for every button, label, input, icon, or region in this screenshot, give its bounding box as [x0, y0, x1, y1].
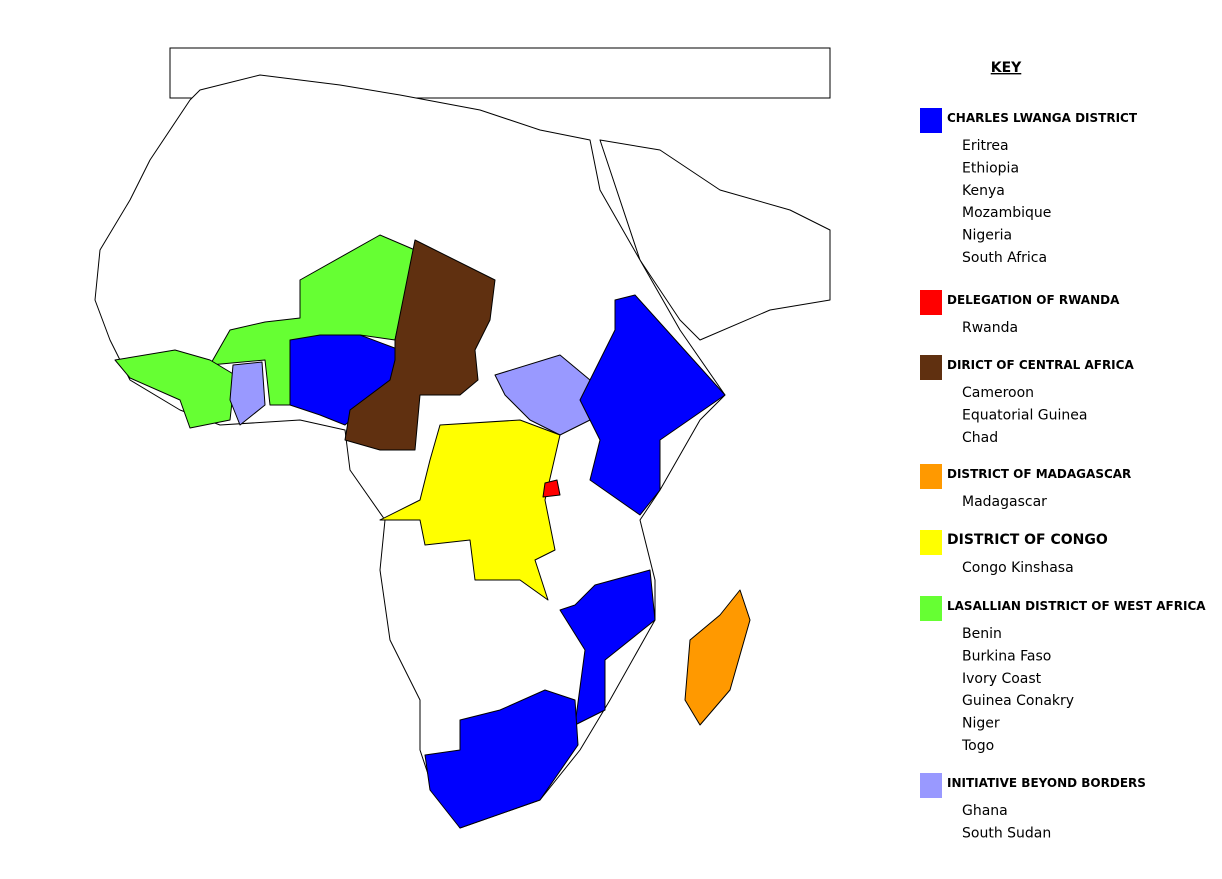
- legend-country: Mozambique: [962, 205, 1051, 221]
- legend-country: Ethiopia: [962, 160, 1019, 176]
- legend-swatch: [920, 108, 942, 133]
- legend-swatch: [920, 290, 942, 315]
- west-africa-south: [114, 349, 236, 429]
- legend-swatch: [920, 355, 942, 380]
- arabia: [599, 139, 831, 341]
- legend-country: Ghana: [962, 803, 1008, 819]
- legend-country: Guinea Conakry: [962, 693, 1074, 709]
- legend-country: Rwanda: [962, 320, 1018, 336]
- legend-country: Chad: [962, 430, 998, 446]
- legend-country: South Africa: [962, 250, 1047, 266]
- rwanda: [542, 479, 561, 498]
- legend-group-name: DISTRICT OF CONGO: [947, 532, 1108, 548]
- legend-country: Congo Kinshasa: [962, 560, 1074, 576]
- mozambique: [559, 569, 656, 726]
- legend-swatch: [920, 530, 942, 555]
- legend-swatch: [920, 464, 942, 489]
- south-africa: [424, 689, 579, 829]
- legend-country: Equatorial Guinea: [962, 407, 1087, 423]
- legend-country: Burkina Faso: [962, 648, 1051, 664]
- legend-country: Madagascar: [962, 494, 1047, 510]
- legend-group-name: INITIATIVE BEYOND BORDERS: [947, 776, 1146, 790]
- legend-group-name: LASALLIAN DISTRICT OF WEST AFRICA: [947, 599, 1206, 613]
- legend-group-name: CHARLES LWANGA DISTRICT: [947, 111, 1138, 125]
- legend-country: Ivory Coast: [962, 671, 1042, 687]
- congo: [379, 419, 561, 601]
- legend-country: South Sudan: [962, 825, 1051, 841]
- legend-country: Nigeria: [962, 228, 1012, 244]
- legend-swatch: [920, 596, 942, 621]
- legend-country: Benin: [962, 626, 1002, 642]
- horn-of-africa: [579, 294, 726, 516]
- legend-country: Eritrea: [962, 138, 1009, 154]
- chad-cameroon: [344, 239, 496, 451]
- legend-country: Kenya: [962, 183, 1005, 199]
- south-sudan: [494, 354, 591, 436]
- key-title: KEY: [991, 60, 1022, 76]
- legend-country: Cameroon: [962, 385, 1034, 401]
- legend-country: Niger: [962, 716, 1000, 732]
- legend-group-name: DELEGATION OF RWANDA: [947, 293, 1120, 307]
- legend-group-name: DIRICT OF CENTRAL AFRICA: [947, 358, 1134, 372]
- legend-country: Togo: [961, 738, 994, 754]
- legend-swatch: [920, 773, 942, 798]
- legend-group-name: DISTRICT OF MADAGASCAR: [947, 467, 1131, 481]
- madagascar: [684, 589, 751, 726]
- ghana: [229, 361, 266, 426]
